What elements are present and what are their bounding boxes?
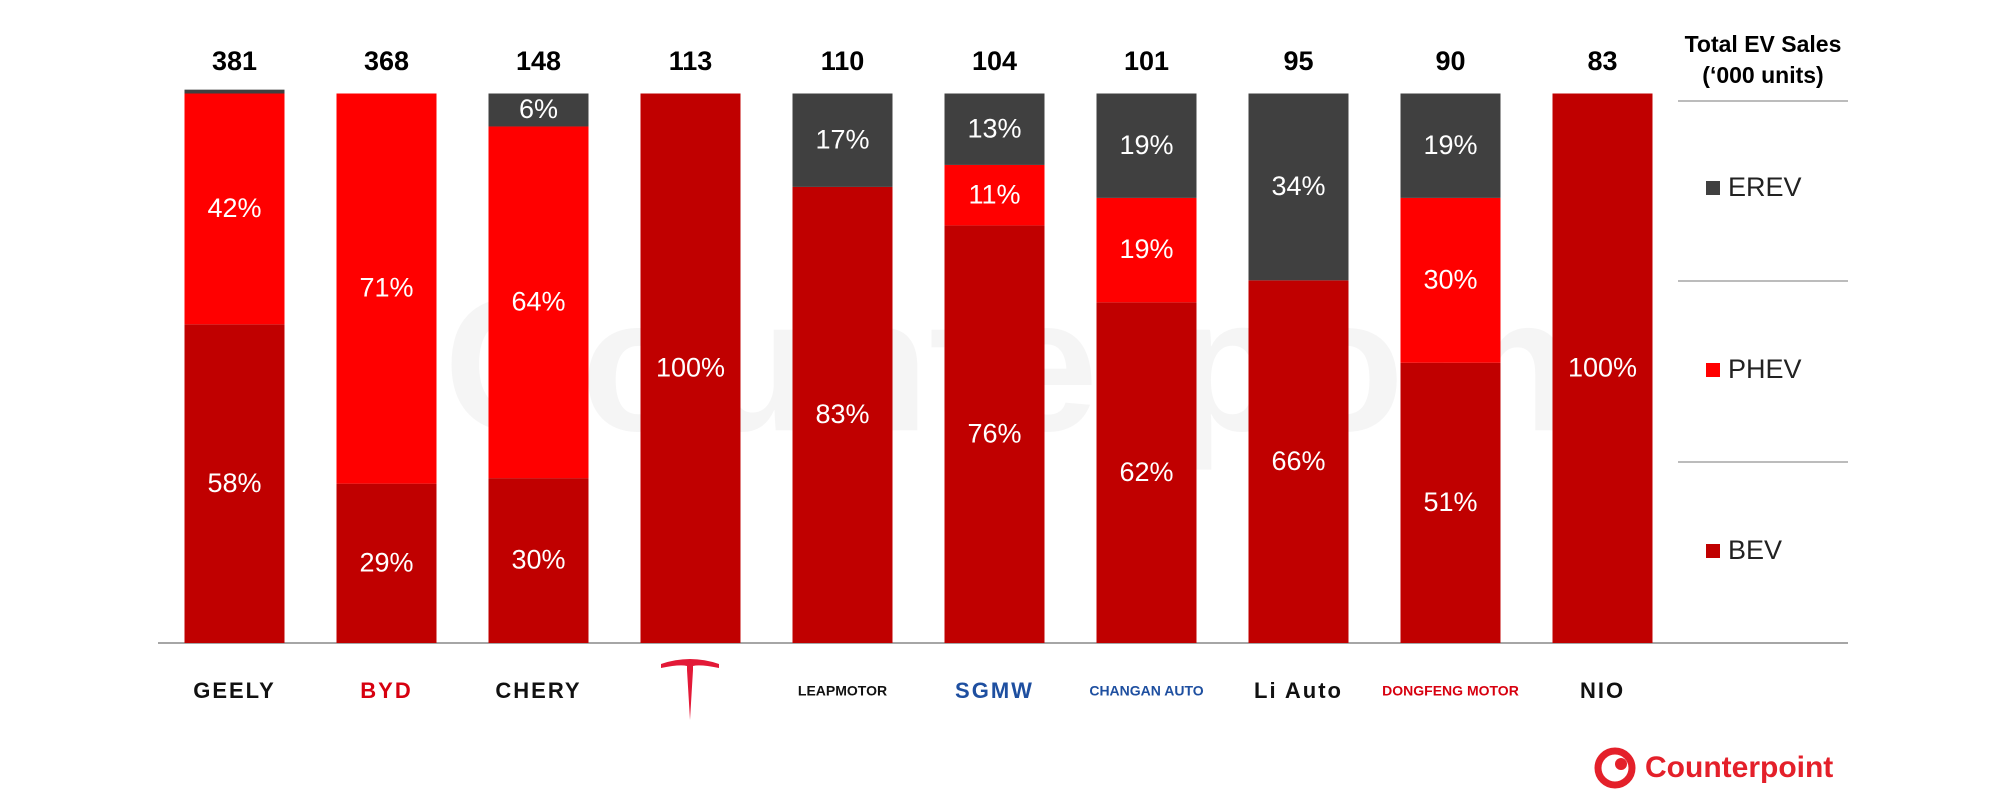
data-label: 17% [815,124,869,154]
data-label: 19% [1423,130,1477,160]
data-label: 51% [1423,487,1477,517]
bar-segment [336,93,437,484]
data-label: 34% [1271,171,1325,201]
bar-segment [1096,302,1197,643]
brand-icon [1615,758,1627,770]
total-label: 90 [1435,46,1465,76]
bar-segment [336,483,437,643]
legend-swatch [1706,544,1720,558]
total-label: 101 [1124,46,1169,76]
bar-segment [792,186,893,644]
bar-segment [184,324,285,643]
data-label: 30% [511,545,565,575]
data-label: 76% [967,418,1021,448]
total-label: 95 [1283,46,1313,76]
legend-swatch [1706,363,1720,377]
bar-segment [1248,93,1349,281]
legend-title: (‘000 units) [1702,62,1823,88]
data-label: 100% [656,352,725,382]
bar-segment [488,93,589,127]
bar-segment [944,225,1045,643]
data-label: 83% [815,399,869,429]
x-tick-label: BYD [360,678,412,703]
x-tick-label: CHANGAN AUTO [1089,683,1203,699]
total-label: 381 [212,46,257,76]
data-label: 6% [519,94,558,124]
data-label: 30% [1423,264,1477,294]
tesla-logo [661,659,719,720]
data-label: 71% [359,273,413,303]
bar-segment [1096,93,1197,198]
legend-swatch [1706,181,1720,195]
data-label: 100% [1568,352,1637,382]
bar-segment [488,126,589,479]
brand-icon [1594,747,1636,789]
bar-segment [1248,280,1349,643]
x-tick-label: DONGFENG MOTOR [1382,683,1519,699]
data-label: 19% [1119,130,1173,160]
data-label: 11% [968,179,1020,209]
data-label: 64% [511,286,565,316]
data-label: 42% [207,193,261,223]
total-label: 83 [1587,46,1617,76]
total-label: 110 [821,46,865,76]
data-label: 66% [1271,446,1325,476]
bar-segment [1552,93,1653,643]
data-label: 62% [1119,457,1173,487]
bar-segment [184,93,285,325]
data-label: 58% [207,468,261,498]
legend-label: EREV [1728,172,1802,202]
bar-segment [1400,93,1501,198]
brand-logo: Counterpoint [1645,751,1833,784]
total-label: 148 [516,46,561,76]
x-tick-label: NIO [1580,678,1625,703]
data-label: 29% [359,547,413,577]
x-tick-label: Li Auto [1254,678,1343,703]
bar-segment [1400,362,1501,643]
total-label: 104 [972,46,1017,76]
bar-segment [1400,197,1501,363]
legend-label: PHEV [1728,354,1802,384]
bar-segment [1096,197,1197,303]
data-label: 13% [967,113,1021,143]
x-tick-label: LEAPMOTOR [798,683,887,699]
bar-segment [640,93,741,643]
x-tick-label: GEELY [193,678,276,703]
legend-title: Total EV Sales [1685,31,1842,57]
x-tick-label: SGMW [955,678,1034,703]
bar-segment [944,93,1045,165]
data-label: 19% [1119,234,1173,264]
bar-segment [944,164,1045,226]
bar-segment [184,89,285,94]
total-label: 368 [364,46,409,76]
x-tick-label: CHERY [495,678,581,703]
bar-segment [488,478,589,643]
total-label: 113 [669,46,713,76]
legend-label: BEV [1728,535,1782,565]
bar-segment [792,93,893,187]
